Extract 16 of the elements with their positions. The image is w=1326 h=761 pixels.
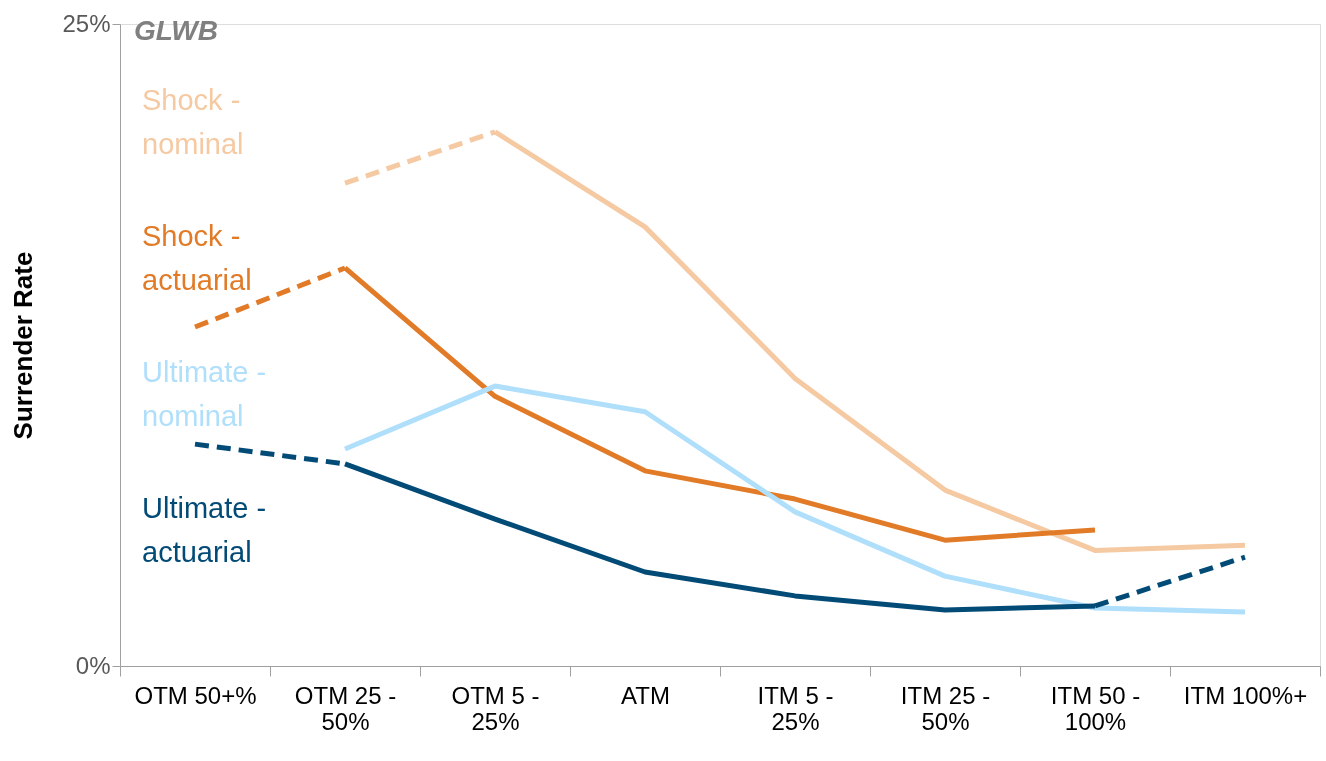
text: Ultimate - actuarial <box>142 492 267 568</box>
x-tick-label: OTM 5 - 25% <box>451 681 540 735</box>
x-tick-label: OTM 25 - 50% <box>294 681 397 735</box>
x-tick-label: ITM 100%+ <box>1183 681 1308 709</box>
text: Shock - nominal <box>142 84 244 160</box>
chart-title: GLWB <box>134 15 218 46</box>
x-tick-label: OTM 50+% <box>134 681 257 709</box>
text: Ultimate - nominal <box>142 356 267 432</box>
x-tick-label: ITM 25 - 50% <box>900 681 991 735</box>
y-tick-label: 25% <box>62 9 111 37</box>
x-tick-label: ATM <box>621 681 670 709</box>
x-tick-label: ITM 50 - 100% <box>1050 681 1141 735</box>
y-axis-title: Surrender Rate <box>8 251 39 440</box>
x-tick-label: ITM 5 - 25% <box>757 681 834 735</box>
y-tick-label: 0% <box>75 651 111 679</box>
text: Shock - actuarial <box>142 220 252 296</box>
